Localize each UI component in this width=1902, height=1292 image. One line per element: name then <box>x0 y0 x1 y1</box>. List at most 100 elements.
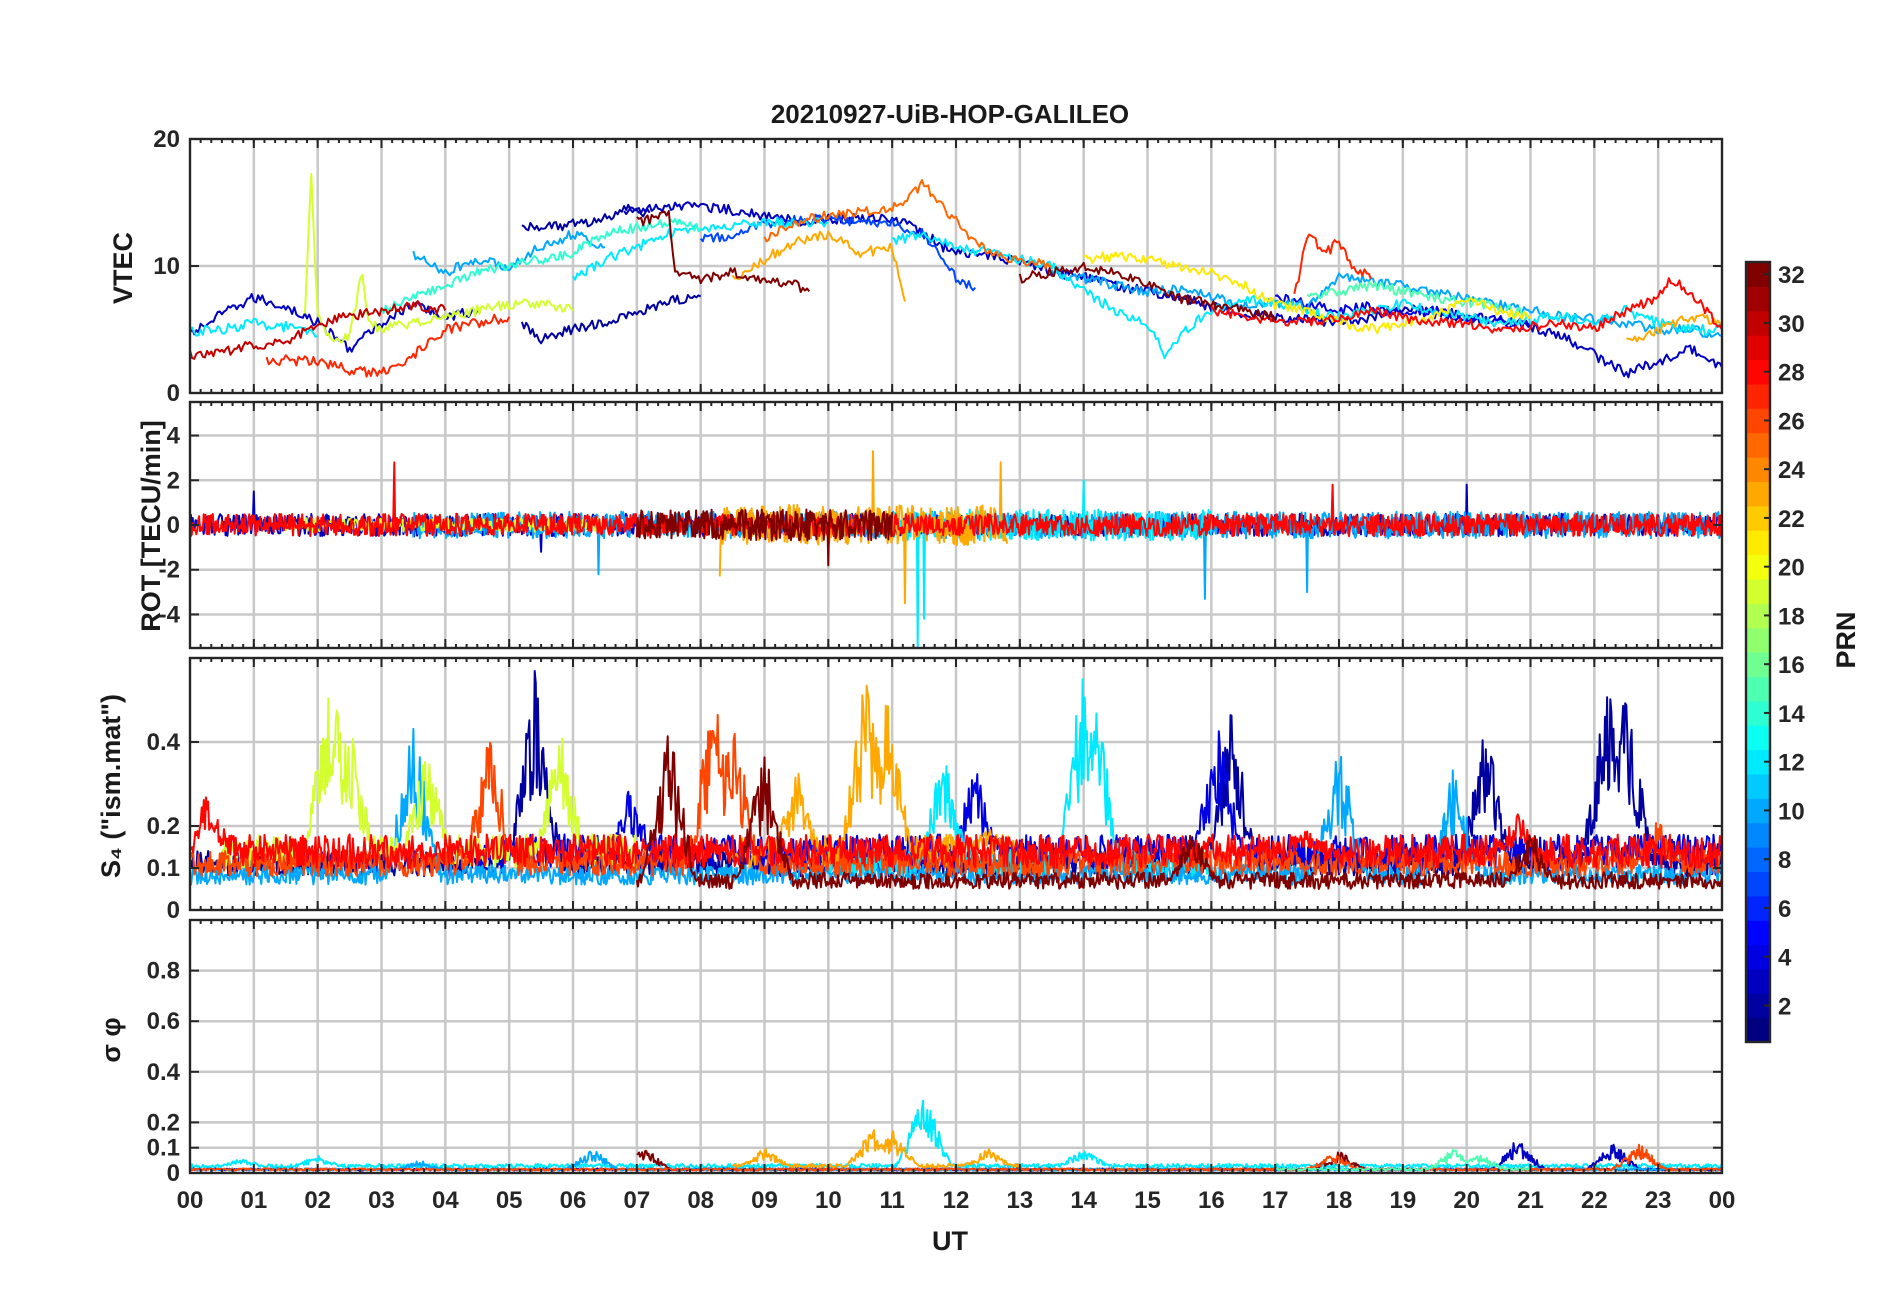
series-line-prn-28 <box>190 796 1722 869</box>
series-group-s4 <box>190 670 1722 890</box>
colorbar-tick-label: 26 <box>1778 408 1805 435</box>
series-line-prn-21 <box>1083 251 1531 335</box>
axes-frame-s4 <box>188 656 1724 912</box>
series-line-prn-23 <box>731 1129 1021 1169</box>
x-tick-label: 06 <box>560 1187 587 1214</box>
series-line-prn-2 <box>520 294 702 345</box>
series-line-prn-28 <box>190 461 1722 538</box>
series-line-prn-32 <box>1018 261 1277 323</box>
chart-title: 20210927-UiB-HOP-GALILEO <box>771 99 1129 129</box>
series-line-prn-7 <box>699 213 976 292</box>
colorbar-frame <box>1744 260 1772 1044</box>
panel-vtec: 0 10 20 <box>153 126 1724 407</box>
y-tick-label: 0.1 <box>147 855 180 882</box>
x-tick-label: 05 <box>496 1187 523 1214</box>
colorbar-swatch <box>1746 773 1770 799</box>
colorbar-tick-label: 28 <box>1778 360 1805 387</box>
series-line-prn-23 <box>1626 313 1722 343</box>
axes-frame-rot <box>188 400 1724 650</box>
colorbar-tick-label: 10 <box>1778 798 1805 825</box>
x-tick-label: 07 <box>623 1187 650 1214</box>
panel-s4: 0 0.1 0.2 0.4 <box>147 656 1724 924</box>
x-tick-label: 03 <box>368 1187 395 1214</box>
colorbar-tick-label: 32 <box>1778 262 1805 289</box>
x-tick-label: 18 <box>1326 1187 1353 1214</box>
colorbar-tick-label: 14 <box>1778 701 1805 728</box>
series-line-prn-32 <box>636 209 811 294</box>
colorbar-tick-label: 24 <box>1778 457 1805 484</box>
series-line-prn-25 <box>763 179 1053 270</box>
colorbar-label: PRN <box>1831 611 1861 668</box>
colorbar-swatch <box>1746 871 1770 897</box>
x-tick-label: 19 <box>1389 1187 1416 1214</box>
y-tick-label: 0.2 <box>147 813 180 840</box>
series-group-rot <box>190 450 1722 648</box>
y-label-s4: S₄ ("ism.mat") <box>96 694 126 878</box>
x-tick-label: 16 <box>1198 1187 1225 1214</box>
y-tick-label: 0.4 <box>147 1059 181 1086</box>
colorbar-swatch <box>1746 725 1770 751</box>
x-tick-label: 10 <box>815 1187 842 1214</box>
y-label-vtec: VTEC <box>108 232 138 304</box>
series-line-prn-14 <box>380 217 702 314</box>
series-line-prn-32 <box>635 735 1722 890</box>
colorbar-swatch <box>1746 676 1770 702</box>
colorbar-swatch <box>1746 530 1770 556</box>
colorbar-tick-label: 16 <box>1778 652 1805 679</box>
colorbar-tick-label: 22 <box>1778 506 1805 533</box>
colorbar-tick-label: 20 <box>1778 555 1805 582</box>
panel-rot: -4 -2 0 2 4 <box>159 400 1724 650</box>
y-tick-label: 0.6 <box>147 1008 180 1035</box>
x-tick-label: 01 <box>240 1187 267 1214</box>
colorbar-swatch <box>1746 432 1770 458</box>
colorbar-swatch <box>1746 1017 1770 1043</box>
x-tick-label: 20 <box>1453 1187 1480 1214</box>
x-tick-label: 12 <box>943 1187 970 1214</box>
series-line-prn-32 <box>635 508 894 567</box>
x-axis-label: UT <box>932 1226 968 1256</box>
y-tick-label: 0.8 <box>147 958 180 985</box>
colorbar-tick-label: 8 <box>1778 847 1791 874</box>
y-tick-label: 0 <box>167 1160 180 1187</box>
y-tick-label: 20 <box>153 126 180 153</box>
series-line-prn-19 <box>220 697 638 869</box>
x-tick-label: 11 <box>879 1187 904 1214</box>
series-line-prn-30 <box>190 300 447 360</box>
y-tick-label: 4 <box>167 423 181 450</box>
colorbar-swatch <box>1746 968 1770 994</box>
y-tick-label: 0 <box>167 897 180 924</box>
y-tick-label: 2 <box>167 467 180 494</box>
colorbar-tick-label: 12 <box>1778 750 1805 777</box>
x-tick-label: 17 <box>1262 1187 1289 1214</box>
series-line-prn-27 <box>265 313 511 378</box>
panel-sigma-phi: 00.10.2 0.4 0.6 0.8 <box>147 918 1724 1187</box>
x-tick-label: 15 <box>1134 1187 1161 1214</box>
y-tick-label: 10 <box>153 253 180 280</box>
y-tick-label: 0.2 <box>147 1109 180 1136</box>
y-label-rot: ROT [TECU/min] <box>136 420 166 631</box>
series-line-prn-10 <box>412 230 606 277</box>
colorbar-tick-label: 30 <box>1778 311 1805 338</box>
y-tick-label: 0 <box>167 380 180 407</box>
series-line-prn-28 <box>1210 277 1722 334</box>
x-tick-label: 14 <box>1070 1187 1097 1214</box>
series-line-prn-12 <box>190 317 319 338</box>
y-tick-label: 0.1 <box>147 1135 180 1162</box>
x-tick-label: 13 <box>1006 1187 1033 1214</box>
colorbar-swatch <box>1746 286 1770 312</box>
colorbar-tick-label: 6 <box>1778 896 1791 923</box>
y-tick-label: -2 <box>159 557 180 584</box>
colorbar-swatch <box>1746 578 1770 604</box>
x-tick-label: 21 <box>1517 1187 1544 1214</box>
series-line-prn-19 <box>303 172 574 344</box>
x-tick-label: 00 <box>1709 1187 1736 1214</box>
colorbar-swatch <box>1746 822 1770 848</box>
x-tick-label: 02 <box>304 1187 331 1214</box>
y-tick-label: 0.4 <box>147 729 181 756</box>
colorbar-tick-label: 4 <box>1778 945 1792 972</box>
x-tick-label: 22 <box>1581 1187 1608 1214</box>
x-tick-labels: 00 01 02 03 04 05 06 07 08 09 10 11 12 13 14 15 16 17 18 19… <box>177 1187 1736 1214</box>
series-line-prn-2 <box>521 203 651 232</box>
